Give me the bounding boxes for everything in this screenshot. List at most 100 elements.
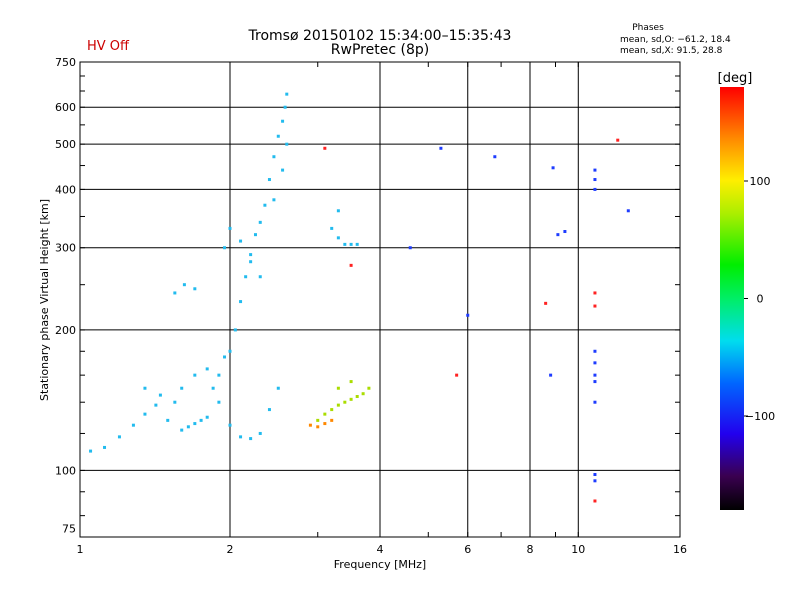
data-point xyxy=(355,242,359,246)
data-point xyxy=(253,233,257,237)
y-tick-label: 75 xyxy=(62,523,76,536)
data-point xyxy=(330,418,334,422)
data-point xyxy=(173,291,177,295)
data-point xyxy=(154,403,158,407)
data-point xyxy=(193,422,197,426)
data-point xyxy=(258,220,262,224)
data-point xyxy=(593,349,597,353)
data-point xyxy=(439,146,443,150)
data-point xyxy=(556,233,560,237)
data-point xyxy=(285,92,289,96)
data-point xyxy=(143,412,147,416)
data-point xyxy=(281,168,285,172)
colorbar-tick-label: 0 xyxy=(757,293,764,306)
data-point xyxy=(267,408,271,412)
data-point xyxy=(239,239,243,243)
chart-title: Tromsø 20150102 15:34:00–15:35:43 xyxy=(248,28,512,44)
data-point xyxy=(593,473,597,477)
data-point xyxy=(249,260,253,264)
data-point xyxy=(336,403,340,407)
data-point xyxy=(205,415,209,419)
data-point xyxy=(616,138,620,142)
data-points xyxy=(89,92,630,503)
colorbar-tick-label: 100 xyxy=(750,175,771,188)
data-point xyxy=(193,287,197,291)
colorbar-tick-label: −100 xyxy=(745,410,775,423)
data-point xyxy=(180,386,184,390)
data-point xyxy=(228,349,232,353)
data-point xyxy=(593,499,597,503)
data-point xyxy=(186,425,190,429)
data-point xyxy=(336,236,340,240)
data-point xyxy=(593,361,597,365)
y-tick-label: 200 xyxy=(55,324,76,337)
data-point xyxy=(323,422,327,426)
data-point xyxy=(239,300,243,304)
data-point xyxy=(549,373,553,377)
data-point xyxy=(355,395,359,399)
data-point xyxy=(143,386,147,390)
data-point xyxy=(466,313,470,317)
data-point xyxy=(336,386,340,390)
y-tick-label: 750 xyxy=(55,56,76,69)
data-point xyxy=(593,304,597,308)
data-point xyxy=(173,400,177,404)
data-point xyxy=(343,400,347,404)
status-indicator: HV Off xyxy=(87,39,130,54)
axis-ticks xyxy=(79,62,680,537)
data-point xyxy=(593,479,597,483)
data-point xyxy=(217,400,221,404)
data-point xyxy=(408,246,412,250)
data-point xyxy=(593,291,597,295)
data-point xyxy=(258,275,262,279)
data-point xyxy=(166,418,170,422)
x-tick-labels: 1 2 4 6 8 10 16 xyxy=(77,543,688,556)
data-point xyxy=(117,435,121,439)
data-point xyxy=(233,328,237,332)
data-point xyxy=(158,393,162,397)
data-point xyxy=(361,392,365,396)
data-point xyxy=(131,423,135,427)
data-point xyxy=(89,449,93,453)
data-point xyxy=(323,412,327,416)
data-point xyxy=(493,155,497,159)
data-point xyxy=(593,178,597,182)
data-point xyxy=(217,373,221,377)
data-point xyxy=(199,418,203,422)
data-point xyxy=(330,408,334,412)
data-point xyxy=(205,367,209,371)
x-tick-label: 2 xyxy=(227,543,234,556)
y-tick-label: 100 xyxy=(55,464,76,477)
x-tick-label: 16 xyxy=(673,543,687,556)
data-point xyxy=(349,263,353,267)
data-point xyxy=(211,386,215,390)
x-tick-label: 6 xyxy=(464,543,471,556)
data-point xyxy=(223,355,227,359)
data-point xyxy=(593,380,597,384)
data-point xyxy=(551,166,555,170)
data-point xyxy=(349,242,353,246)
data-point xyxy=(330,226,334,230)
data-point xyxy=(281,119,285,123)
data-point xyxy=(228,226,232,230)
x-tick-label: 4 xyxy=(377,543,384,556)
colorbar-label: [deg] xyxy=(718,71,753,86)
data-point xyxy=(103,445,107,449)
data-point xyxy=(349,397,353,401)
data-point xyxy=(367,386,371,390)
data-point xyxy=(626,209,630,213)
data-point xyxy=(593,168,597,172)
x-axis-label: Frequency [MHz] xyxy=(334,558,426,571)
y-tick-label: 300 xyxy=(55,242,76,255)
data-point xyxy=(228,423,232,427)
y-tick-label: 400 xyxy=(55,183,76,196)
y-axis-label: Stationary phase Virtual Height [km] xyxy=(38,199,51,401)
data-point xyxy=(276,386,280,390)
data-point xyxy=(316,425,320,429)
data-point xyxy=(593,187,597,191)
x-tick-label: 8 xyxy=(527,543,534,556)
data-point xyxy=(276,134,280,138)
x-tick-label: 1 xyxy=(77,543,84,556)
data-point xyxy=(563,230,567,234)
